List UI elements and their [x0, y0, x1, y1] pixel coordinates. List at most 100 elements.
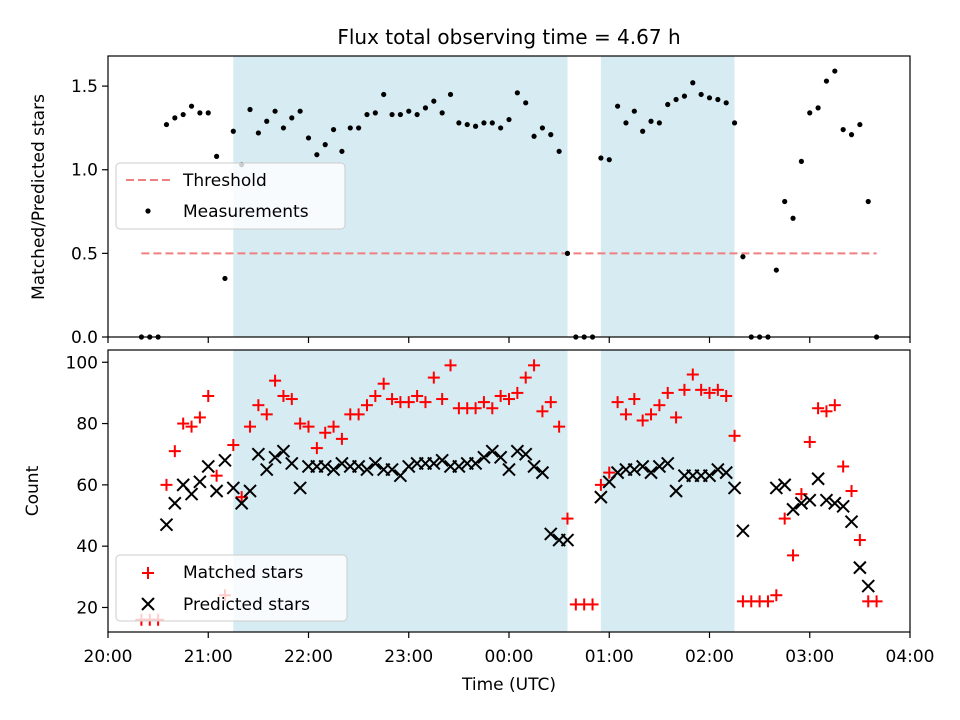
matched-star-marker	[227, 439, 240, 452]
measurement-point	[514, 90, 520, 96]
predicted-star-marker	[193, 475, 207, 489]
measurement-point	[272, 108, 278, 114]
predicted-star-marker	[502, 462, 516, 477]
matched-star-marker	[469, 402, 482, 415]
predicted-star-marker	[201, 459, 215, 474]
measurement-point	[172, 115, 178, 121]
matched-star-marker	[177, 417, 190, 430]
predicted-star-marker	[527, 459, 541, 474]
predicted-star-marker	[560, 533, 575, 547]
measurement-point	[832, 68, 838, 74]
top-legend: Threshold Measurements	[115, 162, 346, 230]
top-y-tick-label: 0.0	[71, 328, 98, 348]
measurement-point	[773, 267, 779, 273]
measurement-point	[339, 148, 345, 154]
matched-star-marker	[853, 534, 866, 547]
predicted-star-marker	[769, 481, 784, 495]
predicted-star-marker	[268, 450, 282, 464]
measurement-point	[197, 110, 203, 116]
predicted-star-marker	[736, 524, 750, 538]
matched-star-marker	[828, 399, 841, 412]
measurement-point	[230, 128, 236, 134]
measurement-points	[138, 68, 880, 340]
top-y-ticks: 0.0 0.5 1.0 1.5	[71, 77, 108, 348]
predicted-star-marker	[452, 459, 466, 474]
predicted-star-marker	[853, 560, 867, 575]
measurement-point	[715, 96, 721, 103]
measurement-point	[798, 158, 804, 164]
measurement-point	[222, 275, 228, 282]
measurement-point	[782, 198, 788, 205]
matched-star-marker	[628, 393, 641, 406]
measurement-point	[406, 108, 412, 114]
measurement-point	[790, 215, 796, 221]
measurement-point	[556, 148, 562, 154]
matched-star-marker	[636, 414, 649, 427]
measurement-point	[631, 108, 637, 114]
measurement-point	[330, 126, 337, 133]
matched-star-marker	[778, 512, 791, 525]
matched-star-marker	[277, 389, 290, 402]
predicted-star-marker	[285, 456, 299, 471]
measurement-point	[456, 120, 462, 126]
matched-star-marker	[402, 396, 415, 409]
predicted-star-marker	[702, 468, 717, 483]
predicted-star-marker	[669, 484, 683, 498]
measurement-point	[255, 130, 261, 136]
predicted-star-marker	[477, 450, 491, 464]
predicted-star-marker	[251, 447, 266, 461]
top-y-tick-label: 0.5	[71, 244, 98, 264]
matched-star-marker	[536, 405, 549, 418]
x-tick-label: 02:00	[685, 647, 734, 667]
predicted-star-marker	[368, 456, 383, 471]
bottom-y-tick-label: 40	[76, 537, 98, 557]
measurement-point	[289, 115, 295, 121]
x-tick-label: 22:00	[284, 647, 333, 667]
top-y-axis-label: Matched/Predicted stars	[29, 94, 49, 300]
matched-star-marker	[369, 389, 382, 402]
bottom-y-tick-label: 20	[76, 598, 98, 618]
measurement-point	[698, 91, 704, 98]
measurement-point	[439, 110, 445, 116]
predicted-star-marker	[493, 450, 508, 464]
predicted-star-marker	[485, 444, 499, 458]
matched-star-marker	[436, 393, 449, 406]
legend-matched-swatch	[142, 567, 154, 579]
matched-star-markers	[135, 359, 883, 626]
predicted-star-marker	[226, 481, 241, 495]
matched-star-marker	[519, 371, 532, 384]
measurement-point	[848, 132, 855, 138]
legend-measurements-swatch	[145, 208, 151, 214]
measurement-point	[472, 123, 479, 129]
predicted-star-marker	[435, 453, 449, 468]
matched-star-marker	[269, 374, 282, 387]
predicted-star-marker	[535, 465, 550, 480]
predicted-star-marker	[635, 459, 650, 474]
matched-star-marker	[795, 488, 808, 501]
matched-star-marker	[486, 402, 499, 415]
measurement-point	[606, 157, 612, 163]
matched-star-marker	[787, 549, 800, 562]
legend-threshold-label: Threshold	[182, 171, 267, 191]
matched-star-marker	[260, 408, 273, 421]
measurement-point	[840, 126, 846, 133]
predicted-star-marker	[777, 478, 792, 492]
measurement-point	[447, 91, 454, 98]
matched-star-marker	[870, 595, 883, 608]
predicted-star-marker	[610, 465, 625, 480]
measurement-point	[723, 100, 729, 106]
matched-star-marker	[411, 389, 424, 402]
predicted-star-marker	[794, 496, 809, 510]
predicted-star-marker	[627, 462, 642, 477]
predicted-star-marker	[652, 459, 667, 474]
predicted-star-marker	[293, 481, 307, 495]
measurement-point	[347, 125, 353, 131]
matched-star-marker	[720, 389, 733, 402]
x-tick-label: 23:00	[384, 647, 433, 667]
matched-star-marker	[611, 396, 624, 409]
measurement-point	[673, 96, 679, 103]
matched-star-marker	[310, 442, 323, 455]
matched-star-marker	[544, 396, 557, 409]
predicted-star-marker	[335, 456, 349, 471]
predicted-star-marker	[711, 462, 725, 477]
